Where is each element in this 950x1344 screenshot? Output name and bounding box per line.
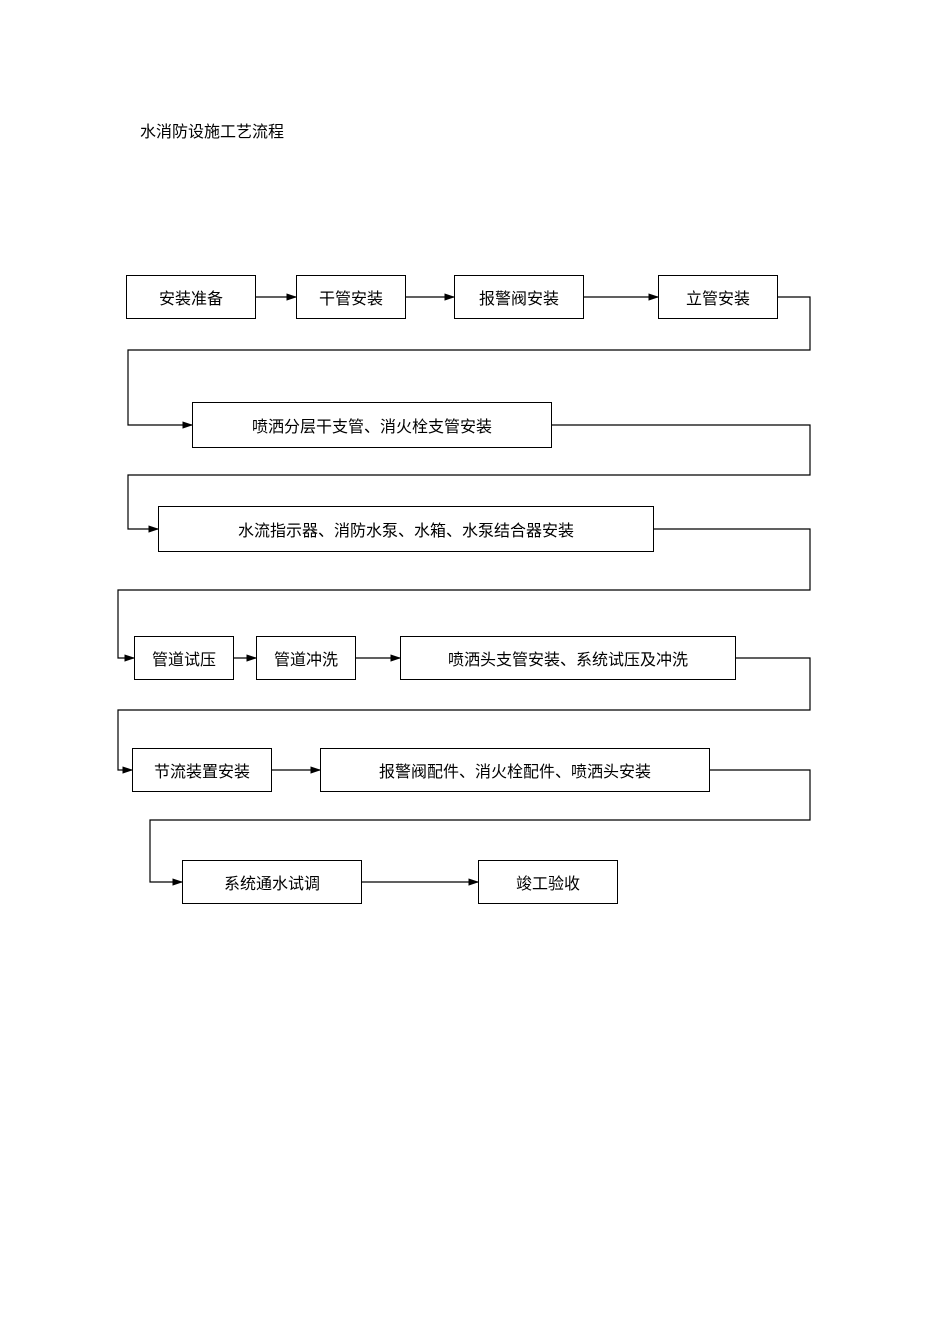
flowchart-node-n11: 报警阀配件、消火栓配件、喷洒头安装 (320, 748, 710, 792)
flowchart-node-n10: 节流装置安装 (132, 748, 272, 792)
flowchart-node-n1: 安装准备 (126, 275, 256, 319)
flowchart-node-n2: 干管安装 (296, 275, 406, 319)
flowchart-node-n12: 系统通水试调 (182, 860, 362, 904)
page-title: 水消防设施工艺流程 (140, 118, 284, 142)
flowchart-node-n6: 水流指示器、消防水泵、水箱、水泵结合器安装 (158, 506, 654, 552)
flowchart-node-n5: 喷洒分层干支管、消火栓支管安装 (192, 402, 552, 448)
flowchart-node-n3: 报警阀安装 (454, 275, 584, 319)
flowchart-node-n13: 竣工验收 (478, 860, 618, 904)
flowchart-node-n8: 管道冲洗 (256, 636, 356, 680)
flowchart-node-n7: 管道试压 (134, 636, 234, 680)
flowchart-node-n9: 喷洒头支管安装、系统试压及冲洗 (400, 636, 736, 680)
flowchart-node-n4: 立管安装 (658, 275, 778, 319)
